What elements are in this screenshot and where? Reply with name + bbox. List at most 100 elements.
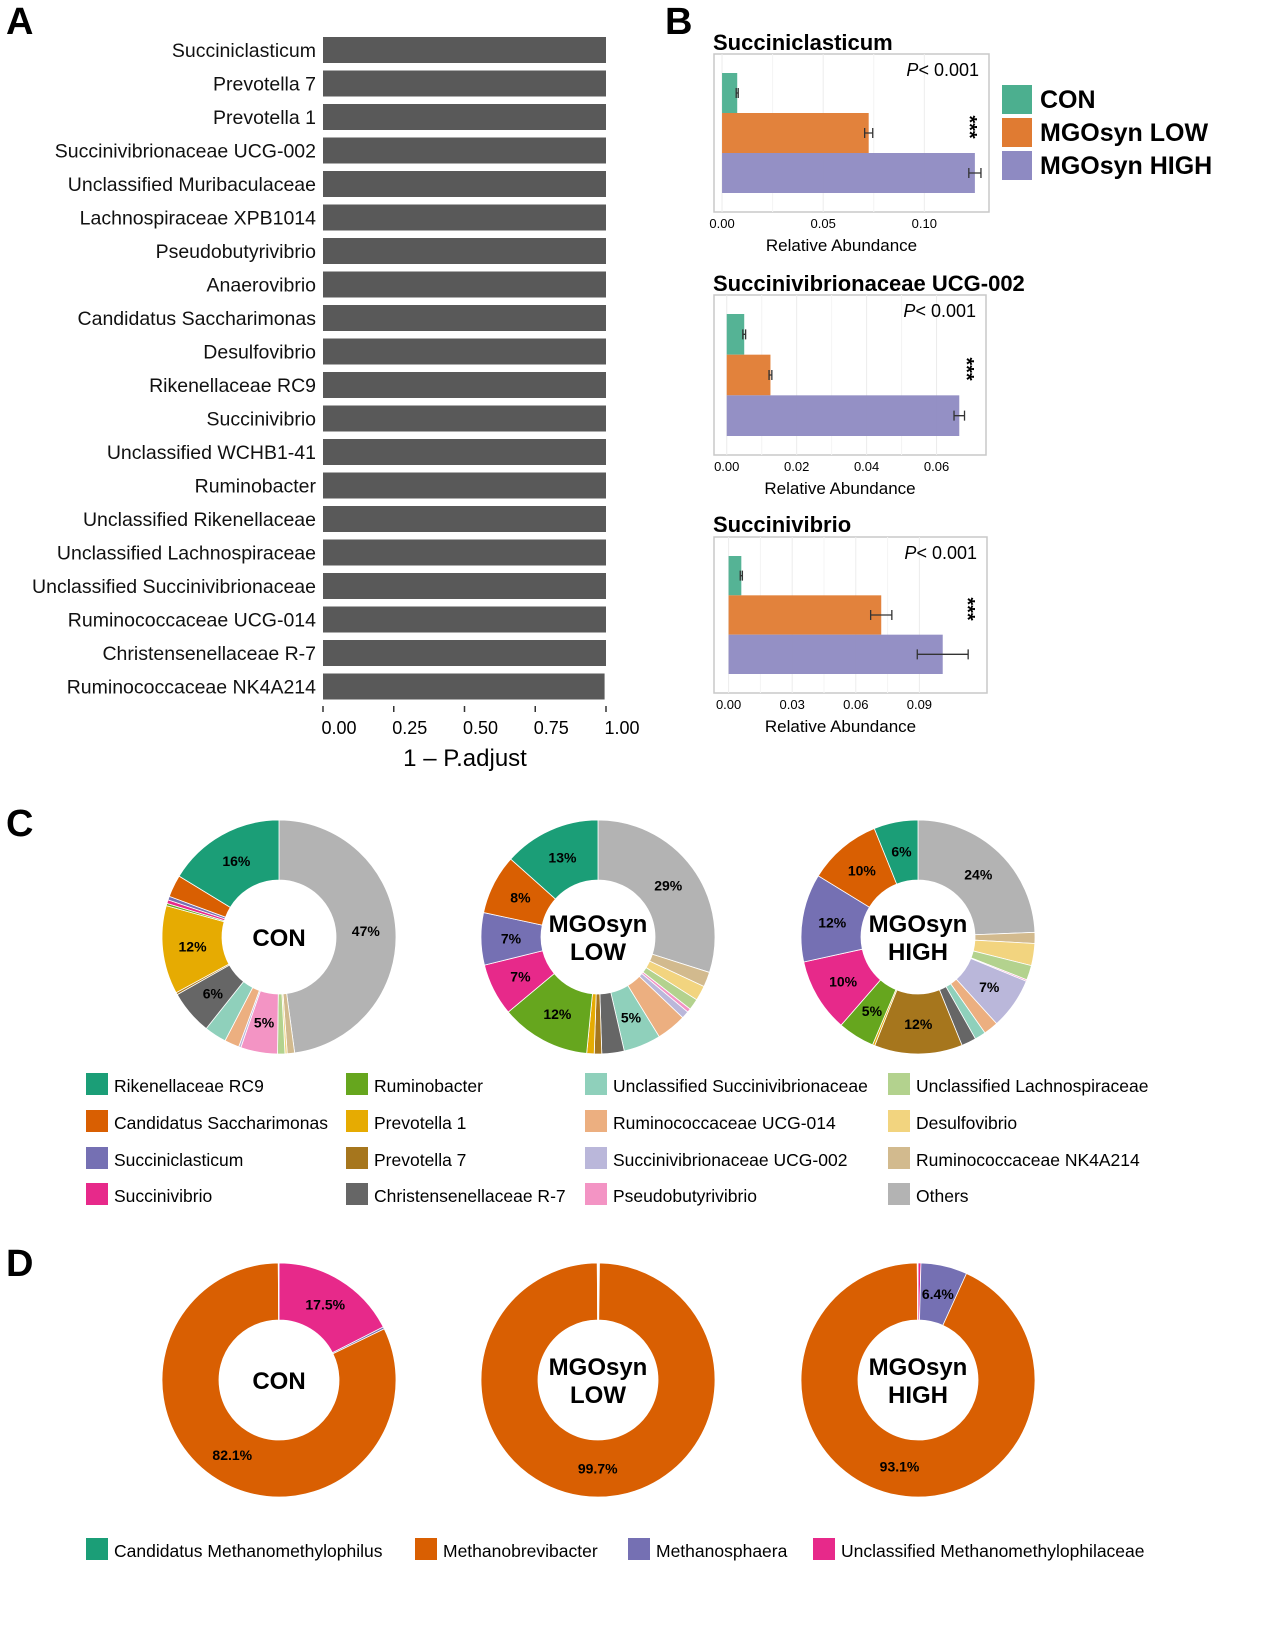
category-label: Unclassified Rikenellaceae (83, 509, 316, 531)
x-axis-label: Relative Abundance (764, 479, 915, 498)
slice-label: 10% (848, 863, 877, 879)
bar-con (726, 314, 745, 355)
subplot-title: Succinivibrionaceae UCG-002 (713, 271, 1025, 296)
category-label: Unclassified Muribaculaceae (68, 174, 316, 196)
category-label: Anaerovibrio (207, 275, 317, 297)
bar-con (728, 556, 742, 596)
panel-b-subplot-0: Succiniclasticum P< 0.001 *** 0.00 0.05 0.10 R… (709, 30, 990, 255)
p-text: < 0.001 (916, 543, 977, 563)
category-label: Ruminococcaceae UCG-014 (68, 610, 316, 632)
slice-label: 99.7% (578, 1460, 618, 1476)
slice-label: 5% (862, 1003, 883, 1019)
panel-b-subplot-1: Succinivibrionaceae UCG-002 P< 0.001 *** 0.… (713, 271, 1025, 498)
category-label: Candidatus Saccharimonas (78, 308, 317, 330)
category-label: Prevotella 7 (213, 74, 316, 96)
error-bar (916, 649, 969, 660)
legend-label: Unclassified Lachnospiraceae (916, 1076, 1149, 1096)
slice-label: 7% (510, 968, 531, 984)
bar (323, 338, 606, 365)
legend-swatch (415, 1538, 437, 1560)
bar (323, 104, 606, 130)
bar (323, 204, 606, 231)
legend-swatch (813, 1538, 835, 1560)
category-label: Rikenellaceae RC9 (149, 375, 316, 397)
x-tick-label: 0.10 (912, 216, 937, 231)
panel-c-donut-0: 47% 5% 6% 12% 16% CON (161, 819, 397, 1055)
pie-slice (800, 1262, 1036, 1498)
x-tick-label: 0.06 (843, 697, 868, 712)
legend-label: Succinivibrio (114, 1186, 212, 1206)
category-label: Unclassified Succinivibrionaceae (32, 576, 316, 598)
x-tick-label: 0.00 (716, 697, 741, 712)
slice-label: 7% (979, 979, 1000, 995)
x-tick-label: 0.00 (321, 718, 356, 738)
p-label: P (906, 60, 918, 80)
legend-swatch (628, 1538, 650, 1560)
legend-label: Succinivibrionaceae UCG-002 (613, 1150, 847, 1170)
bar (323, 70, 606, 97)
significance-marker: *** (956, 597, 978, 621)
bar (323, 238, 606, 264)
error-bar (869, 610, 893, 620)
pie-slice (596, 1262, 599, 1321)
category-label: Desulfovibrio (203, 342, 316, 364)
pie-slice (278, 819, 397, 1054)
panel-b-legend: CON MGOsyn LOW MGOsyn HIGH (1002, 85, 1212, 180)
legend-label: Prevotella 7 (374, 1150, 466, 1170)
bar-mgosyn-high (722, 153, 975, 193)
category-label: Prevotella 1 (213, 107, 316, 129)
pie-slice (873, 819, 919, 885)
category-label: Succinivibrio (207, 409, 317, 431)
legend-swatch (1002, 85, 1032, 114)
panel-a-bar-chart: Succiniclasticum Prevotella 7 Prevotella 1… (32, 37, 640, 772)
bar (323, 573, 606, 599)
p-label: P (903, 301, 915, 321)
x-tick-label: 0.25 (392, 718, 427, 738)
x-tick-label: 0.05 (811, 216, 836, 231)
error-bar (863, 128, 874, 138)
legend-swatch (585, 1147, 607, 1169)
p-label: P (904, 543, 916, 563)
slice-label: 24% (964, 866, 993, 882)
bar (323, 137, 606, 164)
slice-label: 5% (621, 1010, 642, 1026)
bar (323, 171, 606, 197)
panel-b-subplot-2: Succinivibrio P< 0.001 *** 0.00 0.03 0.06 0.09… (713, 512, 988, 736)
bar (323, 305, 606, 331)
category-label: Succiniclasticum (172, 40, 316, 62)
legend-swatch (888, 1183, 910, 1205)
category-label: Unclassified Lachnospiraceae (57, 543, 316, 565)
pie-center-label: CON (252, 1368, 305, 1395)
panel-letter-B: B (665, 1, 692, 43)
legend-label: Candidatus Methanomethylophilus (114, 1541, 383, 1561)
legend-label: Ruminobacter (374, 1076, 483, 1096)
legend-label: Christensenellaceae R-7 (374, 1186, 566, 1206)
legend-swatch (86, 1110, 108, 1132)
x-axis-label: Relative Abundance (765, 717, 916, 736)
legend-swatch (888, 1147, 910, 1169)
x-tick-label: 0.09 (907, 697, 932, 712)
slice-label: 6% (891, 844, 912, 860)
pie-slice (916, 1262, 919, 1321)
slice-label: 7% (501, 930, 522, 946)
error-bar (953, 410, 966, 421)
category-label: Christensenellaceae R-7 (102, 643, 316, 665)
slice-label: 6% (203, 986, 224, 1002)
legend-swatch (888, 1073, 910, 1095)
pie-center-label: LOW (570, 939, 626, 966)
pie-slice (277, 1262, 280, 1321)
pie-center-label: HIGH (888, 939, 948, 966)
slice-label: 82.1% (212, 1447, 252, 1463)
x-axis-label: Relative Abundance (766, 236, 917, 255)
legend-swatch (346, 1110, 368, 1132)
bar-mgosyn-low (728, 595, 882, 635)
bar (323, 472, 606, 499)
legend-label: Others (916, 1186, 969, 1206)
legend-label: Prevotella 1 (374, 1113, 466, 1133)
bar (323, 640, 606, 666)
legend-label: Methanosphaera (656, 1541, 788, 1561)
